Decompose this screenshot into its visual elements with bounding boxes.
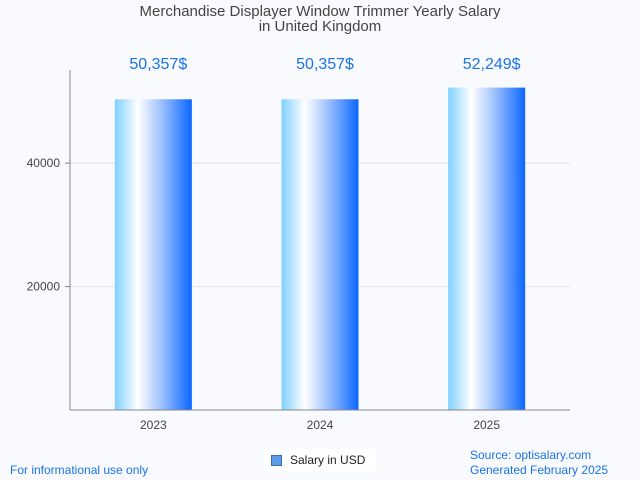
legend: Salary in USD	[264, 449, 376, 471]
source-link[interactable]: Source: optisalary.com	[470, 448, 592, 462]
y-tick-label: 20000	[27, 280, 61, 294]
legend-label: Salary in USD	[290, 453, 366, 467]
x-tick-label: 2023	[140, 418, 167, 432]
data-label: 50,357$	[129, 56, 187, 73]
y-tick-label: 40000	[27, 156, 61, 170]
data-label: 50,357$	[296, 56, 354, 73]
chart-title-line-1: Merchandise Displayer Window Trimmer Yea…	[139, 3, 501, 20]
bar	[448, 87, 526, 410]
generated-date: Generated February 2025	[470, 463, 609, 477]
legend-swatch-icon	[271, 454, 282, 466]
bar	[281, 99, 359, 410]
x-tick-label: 2025	[473, 418, 500, 432]
x-tick-label: 2024	[307, 418, 334, 432]
data-label: 52,249$	[463, 56, 521, 73]
bar	[114, 99, 192, 410]
disclaimer-text: For informational use only	[10, 463, 149, 477]
chart-title-line-2: in United Kingdom	[258, 18, 382, 35]
chart-title: Merchandise Displayer Window Trimmer Yea…	[0, 4, 640, 34]
footer-info: Source: optisalary.com Generated Februar…	[470, 448, 608, 478]
